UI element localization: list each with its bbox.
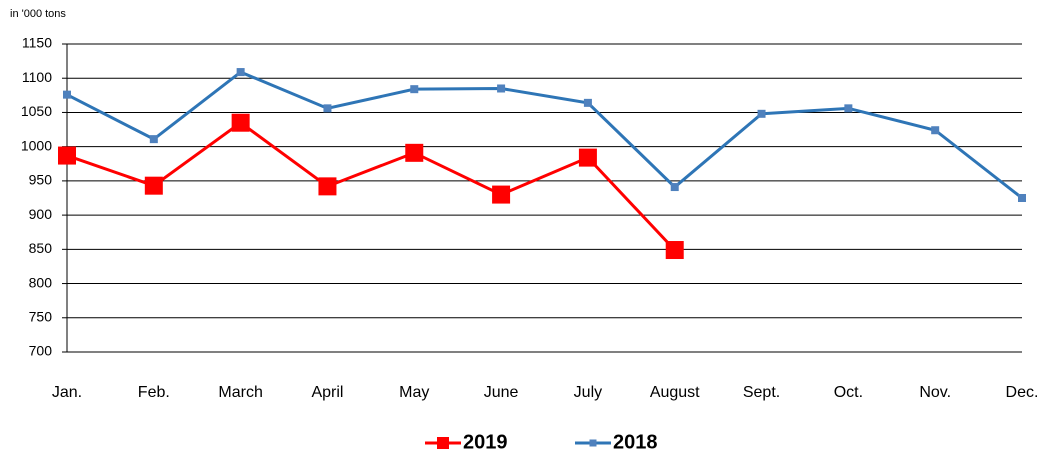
marker [318,177,337,196]
marker [665,241,684,260]
marker [757,109,766,118]
y-tick-label: 1050 [21,103,52,119]
x-tick-label: Sept. [743,384,780,401]
series-line [66,120,676,252]
y-tick-label: 900 [29,206,53,222]
marker [578,148,597,167]
marker [670,183,679,192]
marker [497,84,506,93]
legend-label: 2018 [613,431,658,453]
marker [1018,194,1026,202]
x-tick-label: April [311,384,343,401]
y-tick-label: 1100 [22,69,52,85]
marker [844,104,853,113]
x-tick-label: Nov. [919,384,951,401]
marker [58,146,76,165]
y-tick-label: 1150 [22,35,52,51]
x-tick-label: May [399,384,429,401]
y-axis-unit: in '000 tons [10,8,66,20]
y-tick-label: 700 [29,343,53,359]
x-tick-label: March [218,384,262,401]
marker [410,85,419,94]
marker [231,113,250,132]
x-tick-label: June [484,384,519,401]
legend-marker [589,439,597,447]
marker [931,126,940,135]
y-tick-label: 800 [29,274,53,290]
y-tick-label: 950 [29,172,53,188]
marker [149,135,158,144]
x-tick-label: August [650,384,700,401]
marker [144,176,163,195]
y-tick-label: 1000 [21,137,52,153]
legend-marker [437,437,449,449]
y-tick-label: 850 [29,240,53,256]
marker [405,143,424,162]
x-tick-label: Oct. [834,384,863,401]
marker [323,104,332,113]
y-tick-label: 750 [29,308,53,324]
series-line [66,70,1023,200]
marker [236,68,245,77]
x-tick-label: Jan. [52,384,82,401]
marker [492,185,511,204]
legend-label: 2019 [463,431,508,453]
marker [583,98,592,107]
marker [63,90,71,99]
x-tick-label: Dec. [1006,384,1039,401]
x-tick-label: Feb. [138,384,170,401]
x-tick-label: July [574,384,602,401]
